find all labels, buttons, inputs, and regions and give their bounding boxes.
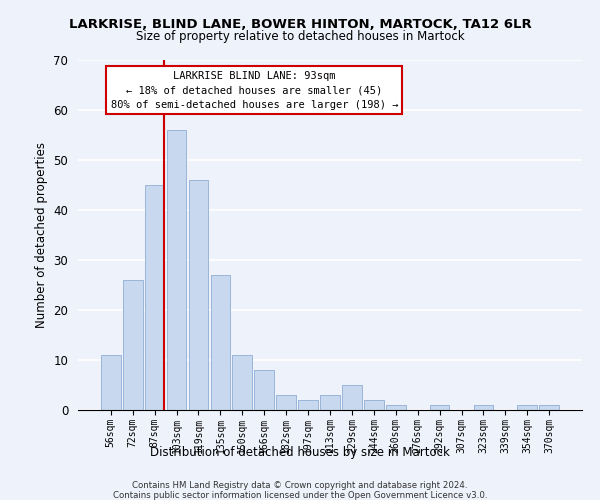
Y-axis label: Number of detached properties: Number of detached properties: [35, 142, 48, 328]
Bar: [254, 370, 274, 410]
Bar: [101, 355, 121, 410]
Bar: [167, 130, 187, 410]
Text: LARKRISE, BLIND LANE, BOWER HINTON, MARTOCK, TA12 6LR: LARKRISE, BLIND LANE, BOWER HINTON, MART…: [68, 18, 532, 30]
Text: LARKRISE BLIND LANE: 93sqm
← 18% of detached houses are smaller (45)
80% of semi: LARKRISE BLIND LANE: 93sqm ← 18% of deta…: [110, 70, 398, 110]
Bar: [188, 180, 208, 410]
Bar: [298, 400, 318, 410]
Bar: [539, 405, 559, 410]
Bar: [364, 400, 384, 410]
Bar: [232, 355, 252, 410]
Text: Contains public sector information licensed under the Open Government Licence v3: Contains public sector information licen…: [113, 490, 487, 500]
Bar: [517, 405, 537, 410]
Bar: [430, 405, 449, 410]
Text: Distribution of detached houses by size in Martock: Distribution of detached houses by size …: [150, 446, 450, 459]
Text: Size of property relative to detached houses in Martock: Size of property relative to detached ho…: [136, 30, 464, 43]
Bar: [473, 405, 493, 410]
Bar: [386, 405, 406, 410]
Text: Contains HM Land Registry data © Crown copyright and database right 2024.: Contains HM Land Registry data © Crown c…: [132, 482, 468, 490]
Bar: [342, 385, 362, 410]
Bar: [145, 185, 164, 410]
Bar: [276, 395, 296, 410]
Bar: [123, 280, 143, 410]
Bar: [320, 395, 340, 410]
Bar: [211, 275, 230, 410]
